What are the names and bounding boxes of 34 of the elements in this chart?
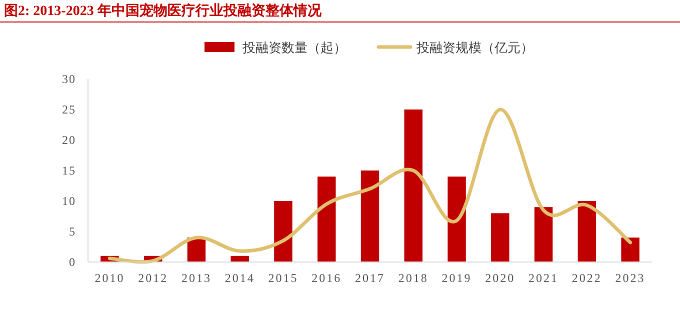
bar [230, 256, 249, 262]
x-tick-label: 2018 [398, 271, 428, 285]
x-tick-label: 2019 [442, 271, 472, 285]
x-tick-label: 2010 [94, 271, 125, 285]
x-tick-label: 2022 [572, 271, 602, 285]
x-tick-label: 2023 [615, 271, 646, 285]
legend-label: 投融资规模（亿元） [416, 40, 534, 55]
x-tick-label: 2020 [485, 271, 516, 285]
bar [621, 238, 640, 262]
x-tick-label: 2017 [355, 271, 385, 285]
legend-label: 投融资数量（起） [242, 40, 346, 55]
bar [274, 201, 292, 262]
x-tick-label: 2012 [138, 271, 168, 285]
title: 图2: 2013-2023 年中国宠物医疗行业投融资整体情况 [4, 4, 322, 19]
line-series [108, 108, 632, 264]
bar [360, 170, 380, 262]
y-tick-label: 25 [62, 102, 76, 116]
x-tick-label: 2015 [268, 271, 298, 285]
y-tick-label: 30 [62, 72, 76, 86]
y-tick-label: 0 [69, 255, 76, 269]
x-tick-label: 2014 [224, 271, 255, 285]
y-tick-label: 10 [62, 194, 76, 208]
bar [318, 176, 336, 262]
y-tick-label: 20 [62, 133, 76, 147]
x-tick-label: 2021 [528, 271, 559, 285]
bar [578, 201, 596, 262]
y-tick-label: 5 [69, 224, 76, 238]
bar [491, 213, 510, 262]
y-tick-label: 15 [62, 164, 76, 178]
bar [404, 110, 422, 262]
x-tick-label: 2013 [181, 271, 212, 285]
bar [534, 207, 553, 262]
x-tick-label: 2016 [312, 271, 342, 285]
bar [448, 176, 466, 262]
